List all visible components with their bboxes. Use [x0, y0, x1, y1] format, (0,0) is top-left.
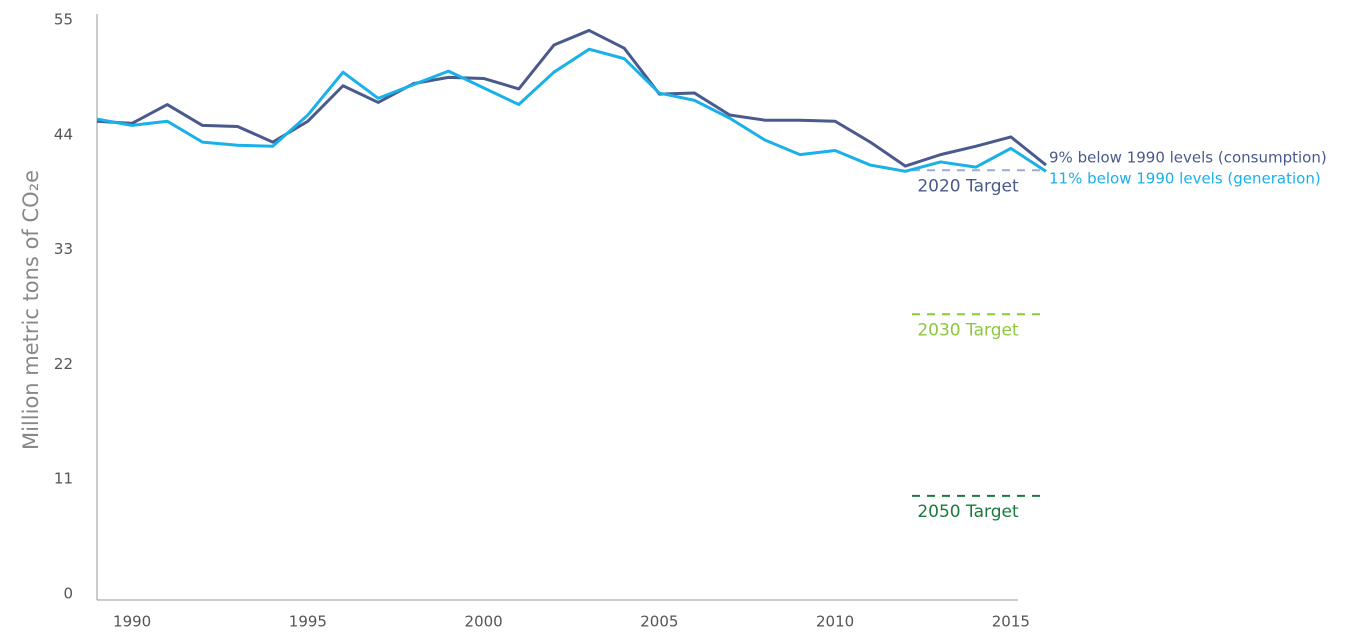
- x-tick-label: 2000: [465, 613, 503, 631]
- series-line: [96, 28, 1047, 168]
- y-tick-label: 44: [54, 125, 73, 143]
- y-tick-label: 0: [63, 585, 73, 603]
- y-tick-label: 11: [54, 470, 73, 488]
- target-label: 2030 Target: [917, 320, 1019, 340]
- target-label: 2050 Target: [917, 502, 1019, 522]
- y-tick-label: 22: [54, 355, 73, 373]
- series-label: 9% below 1990 levels (consumption): [1049, 149, 1327, 167]
- x-tick-label: 2010: [816, 613, 854, 631]
- y-axis-label: Million metric tons of CO₂e: [19, 170, 43, 450]
- y-tick-label: 33: [54, 240, 73, 258]
- series-line: [96, 47, 1047, 173]
- series-label: 11% below 1990 levels (generation): [1049, 170, 1321, 188]
- x-tick-label: 2005: [640, 613, 678, 631]
- x-tick-label: 2015: [992, 613, 1030, 631]
- x-tick-label: 1995: [289, 613, 327, 631]
- x-tick-label: 1990: [113, 613, 151, 631]
- target-label: 2020 Target: [917, 176, 1019, 196]
- y-tick-label: 55: [54, 11, 73, 29]
